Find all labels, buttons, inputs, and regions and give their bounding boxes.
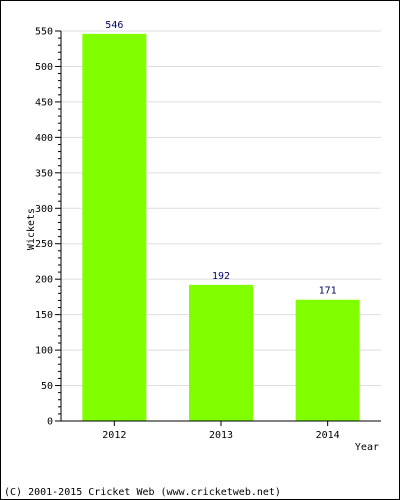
y-tick-label: 200 xyxy=(35,275,53,286)
copyright-footer: (C) 2001-2015 Cricket Web (www.cricketwe… xyxy=(4,487,281,498)
x-tick-label-2014: 2014 xyxy=(316,430,340,441)
y-tick-label: 450 xyxy=(35,97,53,108)
y-tick-label: 150 xyxy=(35,310,53,321)
y-tick-label: 500 xyxy=(35,62,53,73)
bars xyxy=(82,33,360,421)
y-tick-label: 300 xyxy=(35,204,53,215)
y-axis-title: Wickets xyxy=(26,208,37,250)
data-labels: 546 192 171 xyxy=(105,20,336,297)
bar-2013 xyxy=(189,284,253,421)
y-tick-label: 400 xyxy=(35,133,53,144)
y-axis-ticks: 0 50 100 150 200 250 300 350 400 450 500 550 xyxy=(35,27,61,428)
y-tick-label: 0 xyxy=(47,417,53,428)
x-axis-title: Year xyxy=(355,442,379,453)
y-tick-label: 350 xyxy=(35,168,53,179)
y-tick-label: 100 xyxy=(35,346,53,357)
y-tick-label: 50 xyxy=(41,381,53,392)
bar-2014 xyxy=(295,299,360,421)
data-label-2014: 171 xyxy=(319,286,337,297)
x-tick-label-2012: 2012 xyxy=(102,430,126,441)
y-tick-label: 550 xyxy=(35,27,53,38)
y-tick-label: 250 xyxy=(35,239,53,250)
data-label-2012: 546 xyxy=(105,20,123,31)
bar-2012 xyxy=(82,33,147,421)
x-tick-label-2013: 2013 xyxy=(209,430,233,441)
data-label-2013: 192 xyxy=(212,271,230,282)
x-axis-ticks: 2012 2013 2014 xyxy=(102,421,340,441)
